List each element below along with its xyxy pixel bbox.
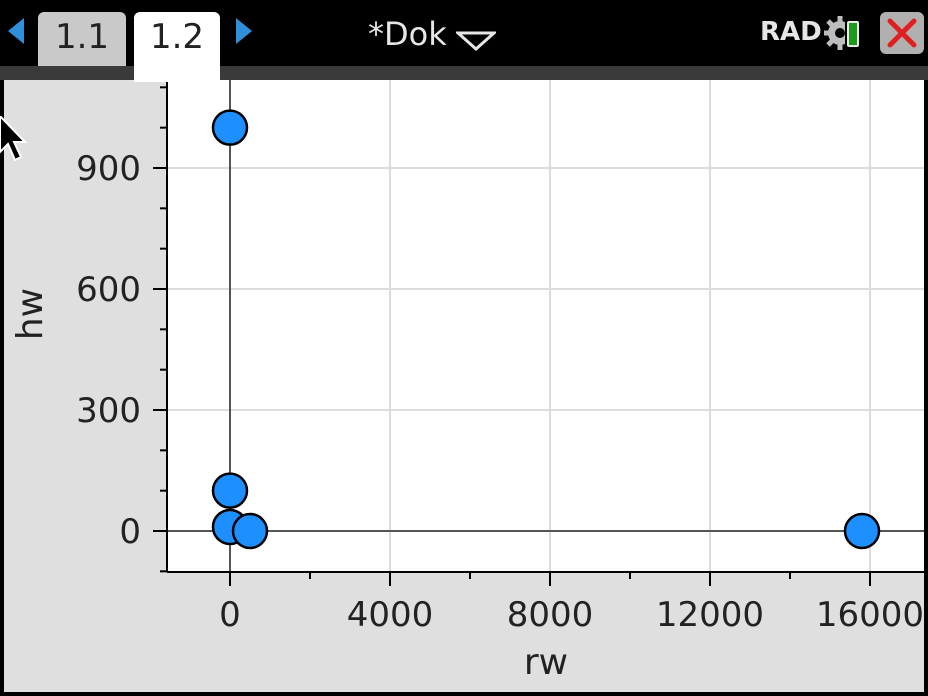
angle-mode-label: RAD <box>760 17 822 47</box>
x-tick-label: 4000 <box>347 595 434 635</box>
y-axis-label: hw <box>10 288 51 340</box>
settings-gear-icon[interactable] <box>824 14 862 52</box>
x-tick-label: 8000 <box>507 595 594 635</box>
tab-1-2[interactable]: 1.2 <box>134 12 220 82</box>
x-tick-label: 0 <box>219 595 241 635</box>
prev-page-icon[interactable] <box>8 18 24 44</box>
y-tick-label: 0 <box>119 512 141 552</box>
dropdown-caret-icon[interactable] <box>456 30 496 52</box>
data-point[interactable] <box>843 512 881 550</box>
y-tick-label: 300 <box>76 391 141 431</box>
close-button[interactable] <box>880 12 924 54</box>
data-point[interactable] <box>211 472 249 509</box>
scatter-plot[interactable]: 0 300 600 900 0 4000 8000 12000 16000 rw hw <box>4 80 924 692</box>
close-icon <box>887 18 917 48</box>
graph-page[interactable]: 0 300 600 900 0 4000 8000 12000 16000 rw hw <box>4 80 924 692</box>
document-title[interactable]: *Dok <box>368 15 447 53</box>
y-tick-label: 600 <box>76 270 141 310</box>
data-point[interactable] <box>211 109 249 146</box>
toolbar-shadow <box>0 66 928 80</box>
x-tick-label: 16000 <box>816 595 924 635</box>
mouse-pointer-icon <box>0 116 28 162</box>
data-point[interactable] <box>231 512 269 550</box>
x-axis-label: rw <box>524 642 568 683</box>
toolbar: 1.1 1.2 *Dok RAD <box>0 0 928 82</box>
plot-area <box>167 80 924 572</box>
x-tick-label: 12000 <box>656 595 764 635</box>
next-page-icon[interactable] <box>236 18 252 44</box>
tab-1-1[interactable]: 1.1 <box>38 12 126 66</box>
y-tick-label: 900 <box>76 149 141 189</box>
